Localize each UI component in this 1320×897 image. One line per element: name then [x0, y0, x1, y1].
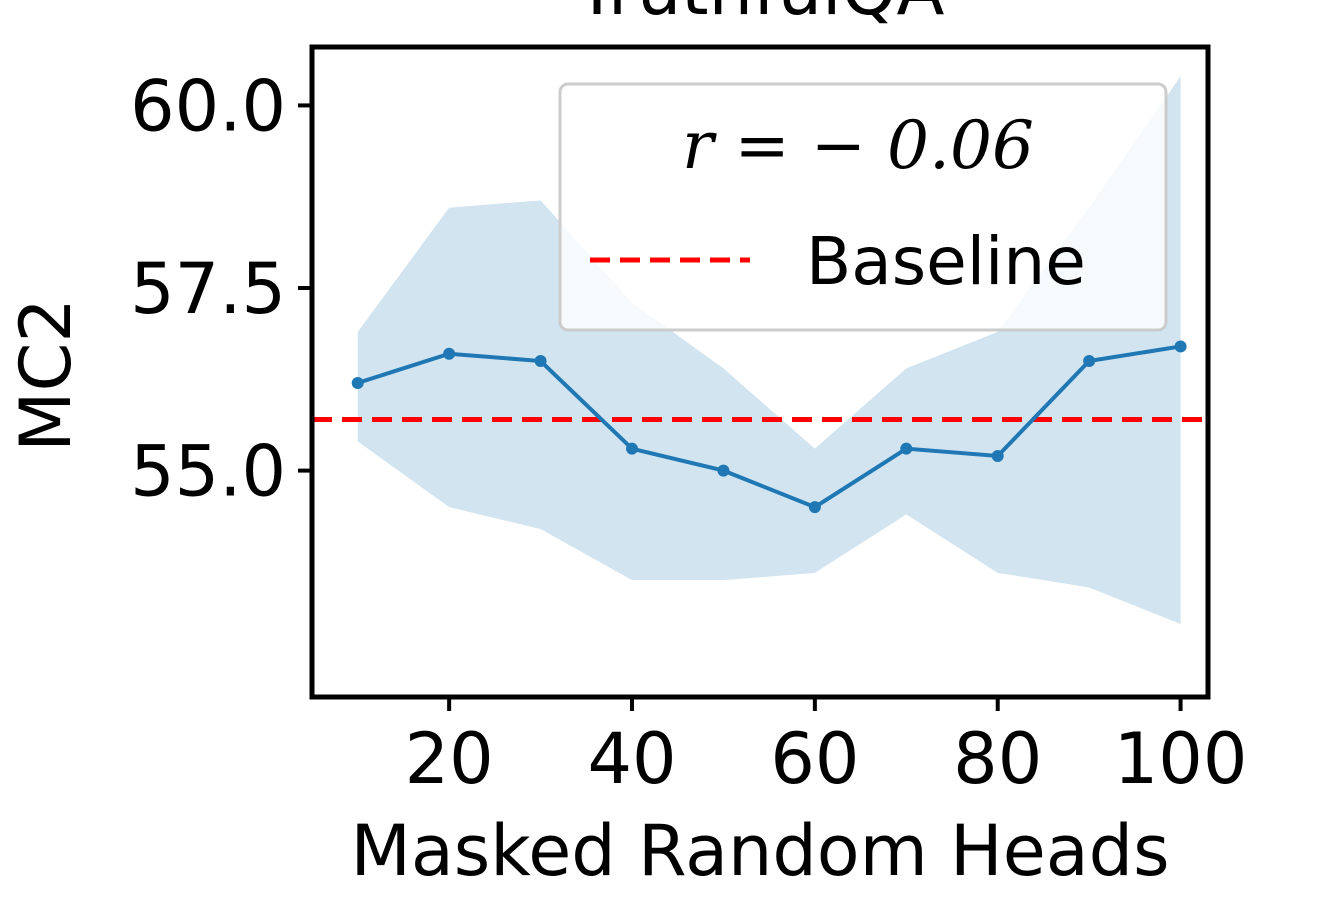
data-point: [900, 442, 913, 455]
data-point: [534, 355, 547, 368]
x-tick-label: 80: [953, 718, 1042, 800]
y-tick-label: 57.5: [130, 248, 286, 330]
x-axis-label: Masked Random Heads: [350, 810, 1169, 892]
y-axis-label: MC2: [5, 298, 87, 452]
x-tick-label: 40: [587, 718, 676, 800]
x-tick-label: 100: [1114, 718, 1248, 800]
x-tick-label: 20: [405, 718, 494, 800]
data-point: [808, 501, 821, 514]
plot-area: [312, 76, 1208, 624]
x-tick-label: 60: [770, 718, 859, 800]
legend-box: [558, 82, 1168, 332]
data-point: [717, 464, 730, 477]
legend: r = − 0.06 Baseline: [558, 82, 1168, 332]
data-point: [626, 442, 638, 455]
data-point: [991, 449, 1004, 462]
data-point: [351, 376, 364, 389]
data-point: [1083, 355, 1096, 368]
legend-correlation-label: r = − 0.06: [682, 107, 1034, 184]
data-point: [443, 347, 456, 360]
plot-frame: [309, 44, 1211, 700]
data-point: [1174, 340, 1187, 353]
confidence-band: [357, 76, 1181, 624]
x-axis: 20 40 60 80 100: [405, 697, 1248, 800]
legend-baseline-label: Baseline: [806, 223, 1086, 300]
series-line: [357, 344, 1181, 510]
y-tick-label: 60.0: [130, 65, 286, 147]
y-axis: 55.0 57.5 60.0: [130, 65, 312, 513]
chart-title: TruthfulQA: [575, 0, 945, 31]
y-tick-label: 55.0: [130, 431, 286, 513]
